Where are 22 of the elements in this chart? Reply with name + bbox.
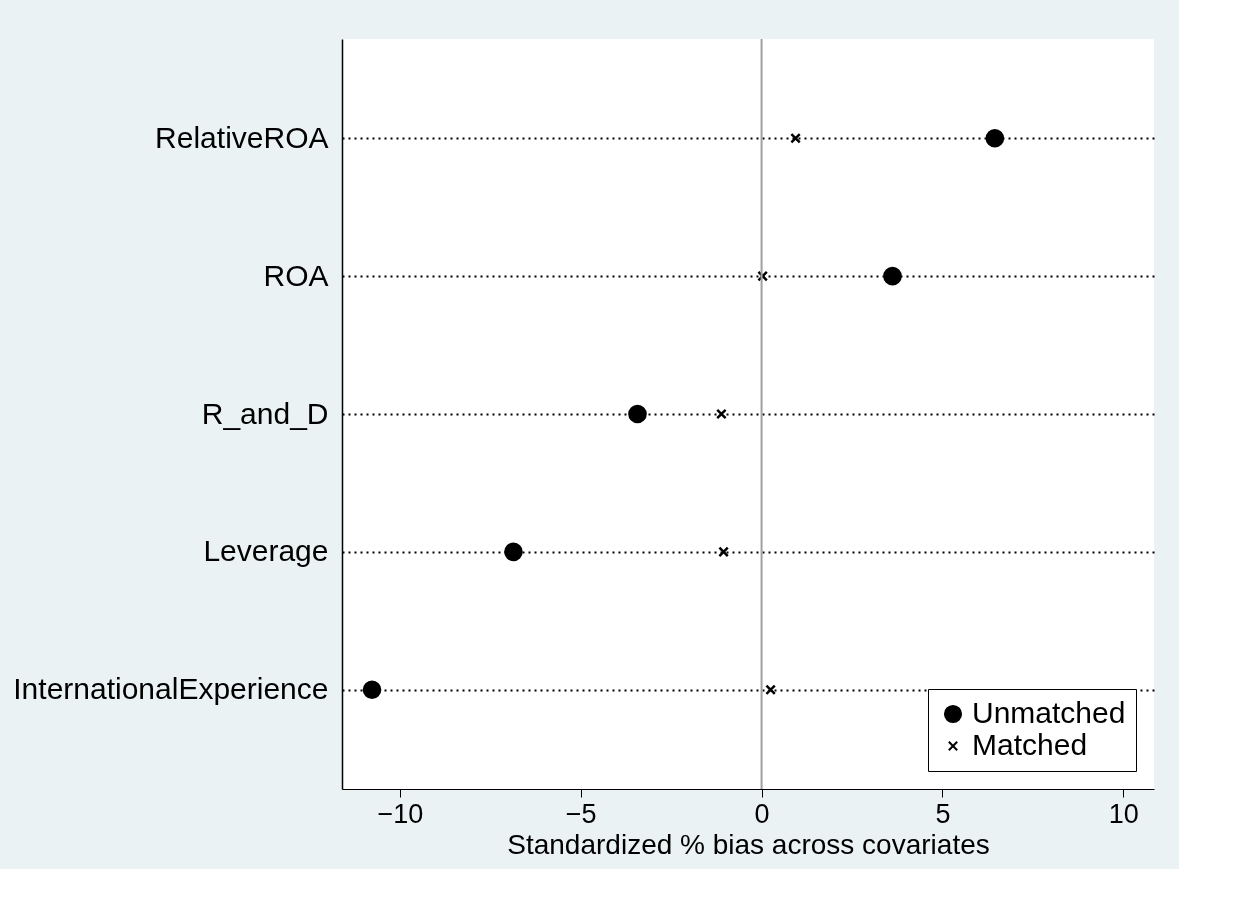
point bbox=[362, 680, 382, 700]
point bbox=[715, 408, 727, 420]
point bbox=[504, 542, 523, 562]
legend-label: Matched bbox=[972, 728, 1088, 761]
point bbox=[628, 404, 647, 424]
y-tick-label: RelativeROA bbox=[155, 120, 329, 154]
x-tick-label: −10 bbox=[377, 798, 424, 829]
y-tick-label: R_and_D bbox=[201, 396, 329, 430]
y-tick-label: ROA bbox=[263, 258, 329, 292]
x-tick-label: 5 bbox=[935, 798, 951, 829]
x-axis-title: Standardized % bias across covariates bbox=[507, 828, 990, 860]
point bbox=[765, 684, 777, 696]
legend-label: Unmatched bbox=[972, 696, 1126, 729]
x-tick-label: −5 bbox=[565, 798, 597, 829]
y-tick-label: Leverage bbox=[203, 534, 329, 568]
y-tick-label: InternationalExperience bbox=[13, 672, 329, 706]
point bbox=[790, 132, 801, 144]
point bbox=[718, 546, 730, 558]
x-tick-label: 0 bbox=[754, 798, 770, 829]
x-tick-label: 10 bbox=[1108, 798, 1139, 829]
point bbox=[985, 128, 1005, 148]
point bbox=[883, 266, 902, 286]
